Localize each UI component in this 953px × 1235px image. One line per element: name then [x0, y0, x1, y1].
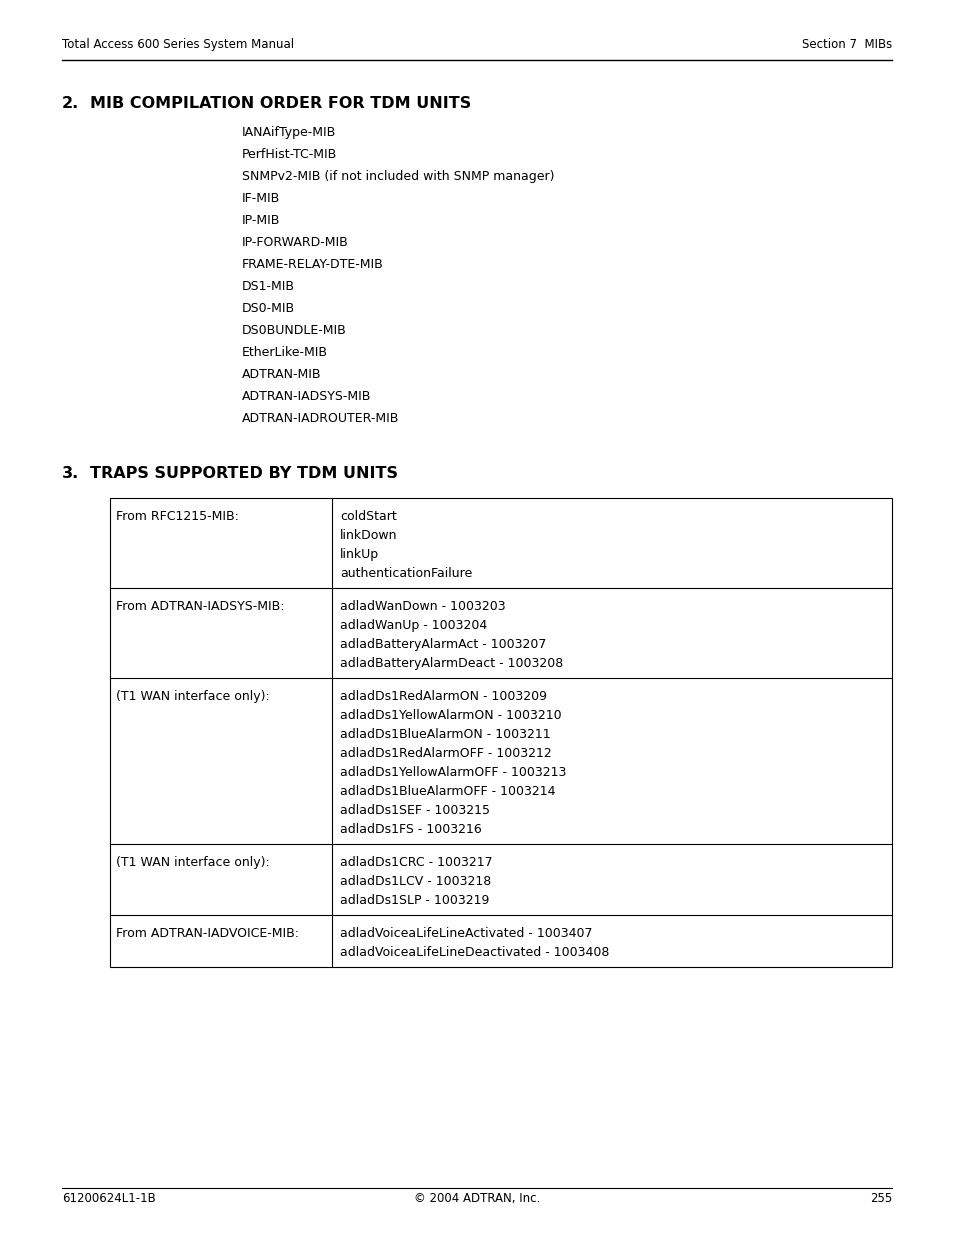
Text: (T1 WAN interface only):: (T1 WAN interface only): [116, 690, 270, 703]
Text: adladDs1YellowAlarmOFF - 1003213: adladDs1YellowAlarmOFF - 1003213 [339, 766, 566, 779]
Text: Section 7  MIBs: Section 7 MIBs [801, 38, 891, 51]
Text: EtherLike-MIB: EtherLike-MIB [242, 346, 328, 359]
Text: ADTRAN-MIB: ADTRAN-MIB [242, 368, 321, 382]
Text: From ADTRAN-IADVOICE-MIB:: From ADTRAN-IADVOICE-MIB: [116, 927, 298, 940]
Text: IP-MIB: IP-MIB [242, 214, 280, 227]
Text: From RFC1215-MIB:: From RFC1215-MIB: [116, 510, 238, 522]
Text: adladWanDown - 1003203: adladWanDown - 1003203 [339, 600, 505, 613]
Text: adladDs1RedAlarmOFF - 1003212: adladDs1RedAlarmOFF - 1003212 [339, 747, 551, 760]
Text: adladDs1FS - 1003216: adladDs1FS - 1003216 [339, 823, 481, 836]
Text: adladDs1BlueAlarmOFF - 1003214: adladDs1BlueAlarmOFF - 1003214 [339, 785, 555, 798]
Text: authenticationFailure: authenticationFailure [339, 567, 472, 580]
Text: IF-MIB: IF-MIB [242, 191, 280, 205]
Text: adladBatteryAlarmDeact - 1003208: adladBatteryAlarmDeact - 1003208 [339, 657, 562, 671]
Text: adladDs1BlueAlarmON - 1003211: adladDs1BlueAlarmON - 1003211 [339, 727, 550, 741]
Text: adladDs1SLP - 1003219: adladDs1SLP - 1003219 [339, 894, 489, 906]
Text: adladVoiceaLifeLineDeactivated - 1003408: adladVoiceaLifeLineDeactivated - 1003408 [339, 946, 609, 960]
Text: ADTRAN-IADROUTER-MIB: ADTRAN-IADROUTER-MIB [242, 412, 399, 425]
Text: PerfHist-TC-MIB: PerfHist-TC-MIB [242, 148, 337, 161]
Text: TRAPS SUPPORTED BY TDM UNITS: TRAPS SUPPORTED BY TDM UNITS [90, 466, 397, 480]
Text: 3.: 3. [62, 466, 79, 480]
Text: 2.: 2. [62, 96, 79, 111]
Text: 255: 255 [869, 1192, 891, 1205]
Text: adladDs1SEF - 1003215: adladDs1SEF - 1003215 [339, 804, 490, 818]
Text: Total Access 600 Series System Manual: Total Access 600 Series System Manual [62, 38, 294, 51]
Text: adladVoiceaLifeLineActivated - 1003407: adladVoiceaLifeLineActivated - 1003407 [339, 927, 592, 940]
Text: FRAME-RELAY-DTE-MIB: FRAME-RELAY-DTE-MIB [242, 258, 383, 270]
Text: adladDs1LCV - 1003218: adladDs1LCV - 1003218 [339, 876, 491, 888]
Text: adladWanUp - 1003204: adladWanUp - 1003204 [339, 619, 487, 632]
Text: adladDs1CRC - 1003217: adladDs1CRC - 1003217 [339, 856, 492, 869]
Bar [110, 498, 891, 967]
Text: 61200624L1-1B: 61200624L1-1B [62, 1192, 155, 1205]
Text: adladDs1RedAlarmON - 1003209: adladDs1RedAlarmON - 1003209 [339, 690, 546, 703]
Text: From ADTRAN-IADSYS-MIB:: From ADTRAN-IADSYS-MIB: [116, 600, 284, 613]
Text: © 2004 ADTRAN, Inc.: © 2004 ADTRAN, Inc. [414, 1192, 539, 1205]
Text: linkUp: linkUp [339, 548, 378, 561]
Text: coldStart: coldStart [339, 510, 396, 522]
Text: adladBatteryAlarmAct - 1003207: adladBatteryAlarmAct - 1003207 [339, 638, 546, 651]
Text: adladDs1YellowAlarmON - 1003210: adladDs1YellowAlarmON - 1003210 [339, 709, 561, 722]
Text: linkDown: linkDown [339, 529, 397, 542]
Text: IANAifType-MIB: IANAifType-MIB [242, 126, 335, 140]
Text: DS1-MIB: DS1-MIB [242, 280, 294, 293]
Text: (T1 WAN interface only):: (T1 WAN interface only): [116, 856, 270, 869]
Text: DS0BUNDLE-MIB: DS0BUNDLE-MIB [242, 324, 346, 337]
Text: SNMPv2-MIB (if not included with SNMP manager): SNMPv2-MIB (if not included with SNMP ma… [242, 170, 554, 183]
Text: IP-FORWARD-MIB: IP-FORWARD-MIB [242, 236, 349, 249]
Text: MIB COMPILATION ORDER FOR TDM UNITS: MIB COMPILATION ORDER FOR TDM UNITS [90, 96, 471, 111]
Text: DS0-MIB: DS0-MIB [242, 303, 294, 315]
Text: ADTRAN-IADSYS-MIB: ADTRAN-IADSYS-MIB [242, 390, 371, 403]
